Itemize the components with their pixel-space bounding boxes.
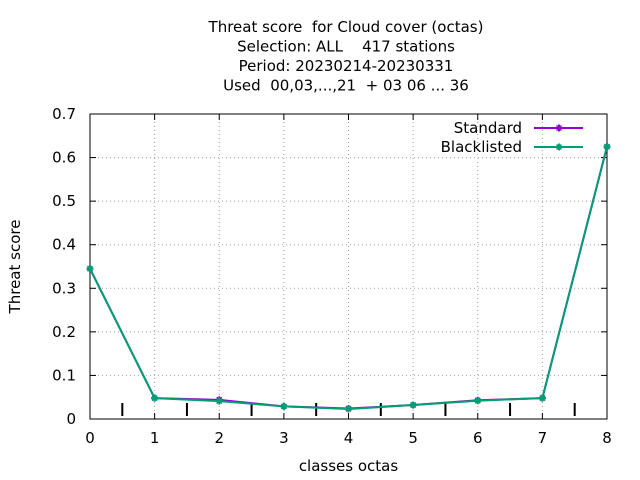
data-point-blacklisted [215, 397, 223, 405]
x-tick-label: 3 [279, 429, 289, 447]
title-line-3: Period: 20230214-20230331 [239, 57, 454, 75]
y-tick-label: 0.5 [52, 192, 76, 210]
data-point-blacklisted [474, 397, 482, 405]
chart-title: Threat score for Cloud cover (octas) Sele… [208, 18, 484, 95]
x-axis-label: classes octas [299, 457, 399, 475]
legend-label: Blacklisted [441, 138, 522, 156]
y-axis-ticks: 0 0.1 0.2 0.3 0.4 0.5 0.6 0.7 [52, 105, 607, 428]
title-line-1: Threat score for Cloud cover (octas) [208, 18, 484, 36]
x-tick-label: 0 [85, 429, 95, 447]
y-tick-label: 0.7 [52, 105, 76, 123]
y-tick-label: 0 [66, 410, 76, 428]
series-standard [86, 143, 611, 413]
x-tick-label: 1 [150, 429, 160, 447]
legend-item-blacklisted: Blacklisted [441, 138, 583, 156]
title-line-4: Used 00,03,...,21 + 03 06 ... 36 [223, 77, 469, 95]
data-point-blacklisted [603, 143, 611, 151]
data-point-blacklisted [151, 394, 159, 402]
y-tick-label: 0.4 [52, 236, 76, 254]
data-point-blacklisted [280, 402, 288, 410]
x-axis-ticks: 0 1 2 3 4 5 6 7 8 [85, 114, 612, 447]
x-tick-label: 8 [602, 429, 612, 447]
y-tick-label: 0.2 [52, 323, 76, 341]
legend-marker [555, 124, 563, 132]
x-tick-label: 6 [473, 429, 483, 447]
grid-lines [90, 114, 607, 419]
legend-item-standard: Standard [454, 119, 583, 137]
class-boundary-markers [121, 403, 576, 416]
x-tick-label: 4 [344, 429, 354, 447]
x-tick-label: 7 [538, 429, 548, 447]
y-tick-label: 0.3 [52, 279, 76, 297]
legend-marker [555, 143, 563, 151]
y-tick-label: 0.1 [52, 366, 76, 384]
x-tick-label: 5 [408, 429, 418, 447]
data-point-blacklisted [538, 394, 546, 402]
x-tick-label: 2 [214, 429, 224, 447]
data-point-blacklisted [86, 265, 94, 273]
data-series [86, 143, 611, 413]
series-blacklisted [86, 143, 611, 413]
data-point-blacklisted [409, 401, 417, 409]
y-axis-label: Threat score [6, 220, 24, 315]
data-point-blacklisted [345, 405, 352, 413]
y-tick-label: 0.6 [52, 149, 76, 167]
series-line-standard [89, 146, 608, 410]
legend-label: Standard [454, 119, 522, 137]
title-line-2: Selection: ALL 417 stations [237, 38, 455, 56]
